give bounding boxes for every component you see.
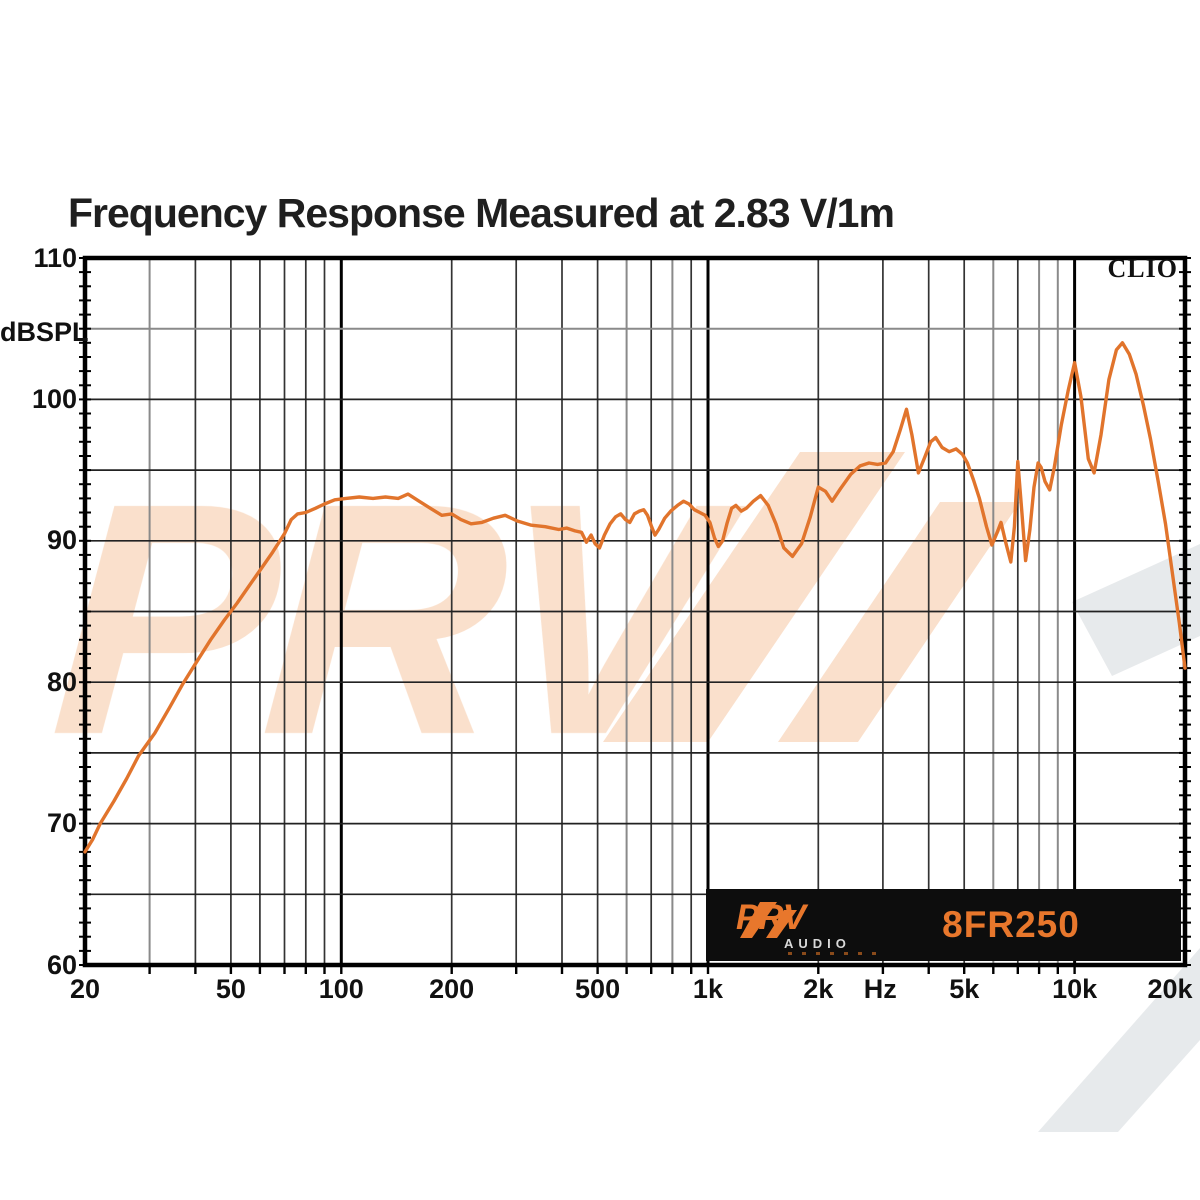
audio-logo-text: AUDIO [784,936,851,951]
y-tick-label-100: 100 [31,383,77,414]
y-tick-label-90: 90 [46,525,77,556]
prv-logo-slashes-icon [740,902,797,938]
y-tick-label-80: 80 [46,666,77,697]
x-tick-label-10k: 10k [1052,974,1098,1004]
y-axis-unit-label: dBSPL [0,317,89,347]
x-tick-label-1k: 1k [692,974,723,1004]
watermark-swoosh-icon [1038,948,1200,1132]
logo-dots-decoration [788,952,884,955]
x-tick-label-20k: 20k [1147,974,1193,1004]
y-tick-label-110: 110 [33,242,77,273]
y-tick-label-60: 60 [46,949,77,980]
x-tick-label-20: 20 [69,974,101,1004]
y-tick-label-70: 70 [46,808,77,839]
frequency-response-curve [83,341,1187,854]
plot-grid [79,255,1191,974]
prv-audio-logo: PRV [736,900,806,938]
clio-software-label: CLIO [1107,254,1178,283]
x-tick-label-100: 100 [318,974,364,1004]
brand-box: PRV AUDIO 8FR250 [706,889,1181,961]
watermark-slash-icon [603,452,905,742]
x-tick-label-500: 500 [575,974,621,1004]
x-tick-label-2k: 2k [803,974,834,1004]
watermark-swoosh-icon [1072,544,1200,676]
chart-title: Frequency Response Measured at 2.83 V/1m [68,190,895,236]
x-tick-label-50: 50 [215,974,246,1004]
x-tick-label-Hz: Hz [863,974,897,1004]
x-tick-label-5k: 5k [949,974,980,1004]
model-number-label: 8FR250 [942,904,1080,945]
x-tick-label-200: 200 [429,974,475,1004]
